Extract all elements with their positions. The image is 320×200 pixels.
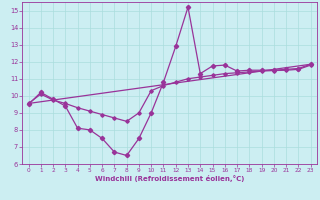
X-axis label: Windchill (Refroidissement éolien,°C): Windchill (Refroidissement éolien,°C) (95, 175, 244, 182)
